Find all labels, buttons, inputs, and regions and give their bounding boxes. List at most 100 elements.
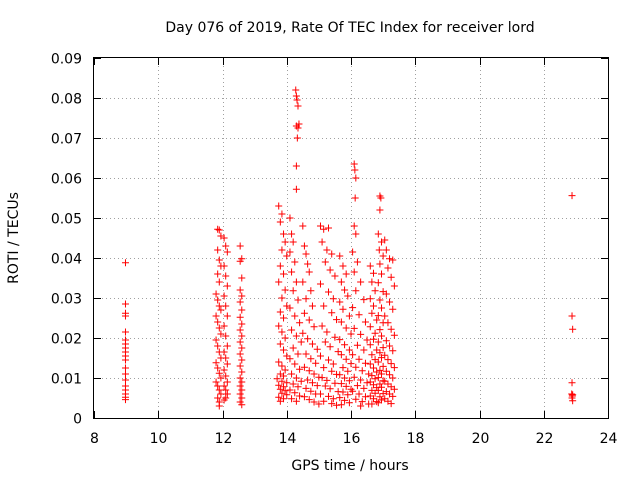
data-point (318, 322, 326, 330)
data-point (389, 256, 397, 264)
data-point (374, 399, 382, 407)
data-point (278, 362, 286, 370)
data-point (223, 282, 231, 290)
data-point (236, 286, 244, 294)
data-point (360, 346, 368, 354)
data-point (220, 322, 228, 330)
y-tick-label: 0.03 (51, 292, 82, 308)
data-point (349, 387, 357, 395)
data-point (286, 214, 294, 222)
data-point (275, 358, 283, 366)
data-point (294, 350, 302, 358)
data-point (304, 335, 312, 343)
data-point (339, 364, 347, 372)
data-point (320, 397, 328, 405)
y-tick-label: 0.04 (51, 252, 82, 268)
y-tick-label: 0.02 (51, 332, 82, 348)
data-point (374, 312, 382, 320)
data-point (382, 367, 390, 375)
data-point (376, 393, 384, 401)
data-point (215, 278, 223, 286)
data-point (212, 359, 220, 367)
data-point (342, 324, 350, 332)
data-point (220, 396, 228, 404)
data-point (357, 330, 365, 338)
data-point (278, 328, 286, 336)
data-point (292, 86, 300, 94)
data-point (336, 394, 344, 402)
data-point (288, 395, 296, 403)
data-point (331, 379, 339, 387)
data-point (299, 329, 307, 337)
data-point (337, 318, 345, 326)
data-point (379, 252, 387, 260)
data-point (275, 393, 283, 401)
data-point (345, 399, 353, 407)
data-point (220, 382, 228, 390)
data-point (276, 218, 284, 226)
data-point (358, 398, 366, 406)
data-point (342, 270, 350, 278)
data-point (305, 396, 313, 404)
data-point (350, 160, 358, 168)
data-point (288, 230, 296, 238)
data-point (296, 392, 304, 400)
data-point (355, 390, 363, 398)
data-point (214, 246, 222, 254)
data-point (308, 340, 316, 348)
data-point (236, 338, 244, 346)
data-point (329, 295, 337, 303)
data-point (281, 334, 289, 342)
data-point (288, 326, 296, 334)
data-point (387, 273, 395, 281)
data-point (300, 393, 308, 401)
data-point (325, 288, 333, 296)
data-point (289, 344, 297, 352)
data-point (347, 360, 355, 368)
data-point (280, 372, 288, 380)
y-tick-label: 0 (73, 412, 82, 428)
data-point (353, 258, 361, 266)
data-point (349, 351, 357, 359)
data-point (292, 332, 300, 340)
data-point (366, 323, 374, 331)
data-point (281, 238, 289, 246)
data-point (374, 358, 382, 366)
data-point (351, 194, 359, 202)
data-point (389, 347, 397, 355)
data-point (349, 304, 357, 312)
data-point (238, 274, 246, 282)
plot-frame (93, 57, 609, 419)
data-point (283, 391, 291, 399)
data-point (339, 305, 347, 313)
data-point (329, 360, 337, 368)
data-point (312, 359, 320, 367)
data-point (236, 242, 244, 250)
data-point (378, 332, 386, 340)
data-point (121, 259, 129, 267)
data-point (278, 246, 286, 254)
data-point (305, 268, 313, 276)
data-point (326, 385, 334, 393)
data-point (321, 382, 329, 390)
data-point (328, 367, 336, 375)
y-tick-label: 0.08 (51, 92, 82, 108)
data-point (310, 370, 318, 378)
data-point (238, 378, 246, 386)
data-point (286, 304, 294, 312)
data-point (382, 337, 390, 345)
data-point (350, 268, 358, 276)
data-point (292, 185, 300, 193)
data-point (212, 312, 220, 320)
data-point (371, 375, 379, 383)
grid-lines (94, 58, 608, 418)
data-point (374, 374, 382, 382)
data-point (291, 258, 299, 266)
x-axis-ticks: 8 10 12 14 16 18 20 22 24 (90, 58, 617, 447)
data-point (390, 364, 398, 372)
data-point (390, 282, 398, 290)
data-point (389, 374, 397, 382)
y-tick-label: 0.01 (51, 372, 82, 388)
data-point (238, 394, 246, 402)
data-point (352, 395, 360, 403)
